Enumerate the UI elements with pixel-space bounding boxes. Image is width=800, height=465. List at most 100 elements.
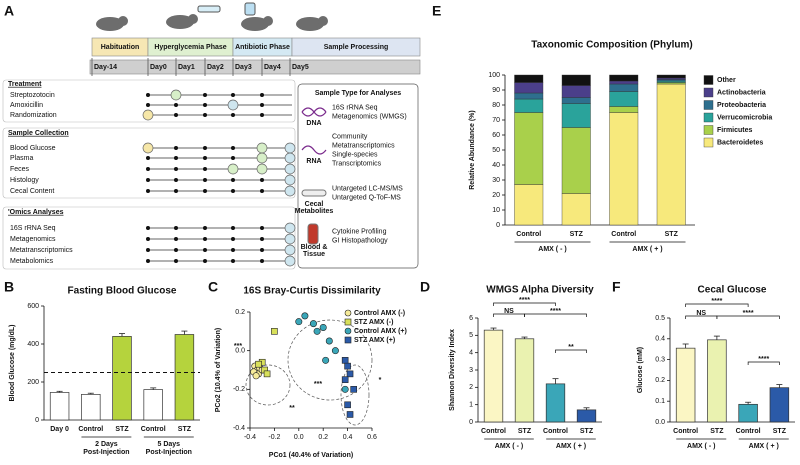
point [344, 362, 351, 370]
icon-label: Metabolites [295, 208, 334, 215]
point [325, 337, 333, 345]
timepoint-dot [174, 113, 178, 117]
y-tick-label: 0.3 [655, 356, 665, 363]
timepoint-dot [231, 113, 235, 117]
bar-segment [514, 92, 544, 100]
timepoint-dot [203, 259, 207, 263]
bar [707, 339, 727, 423]
timepoint-dot [260, 113, 264, 117]
bar [174, 334, 195, 421]
bar-segment [561, 193, 591, 226]
icon-label: RNA [306, 158, 321, 165]
timepoint-dot [146, 237, 150, 241]
timepoint-dot [174, 167, 178, 171]
dna-icon [301, 107, 327, 117]
bar-segment [609, 74, 639, 82]
chart-title: Cecal Glucose [698, 285, 767, 296]
x-tick-label: STZ [665, 231, 679, 238]
x-tick-label: Control [736, 428, 761, 435]
legend-marker [344, 327, 352, 335]
timepoint-dot [146, 248, 150, 252]
annotation: ** [289, 405, 295, 412]
day-label: Day2 [207, 64, 224, 71]
significance-label: **** [519, 297, 530, 304]
point [350, 386, 358, 393]
row-label: Histology [10, 177, 39, 184]
x-tick-label: STZ [570, 231, 584, 238]
x-tick-label: STZ [178, 426, 192, 433]
significance-label: NS [696, 310, 706, 317]
bar [545, 383, 566, 423]
point [301, 312, 309, 320]
point [309, 320, 317, 328]
cluster-ring [287, 319, 373, 401]
sample-line: Single-species [332, 151, 378, 158]
panel-label: A [4, 3, 14, 19]
row-label: Amoxicillin [10, 102, 43, 109]
bar-segment [609, 91, 639, 107]
x-tick-label: STZ [710, 428, 724, 435]
x-tick-label: Control [78, 426, 103, 433]
timepoint-dot [203, 93, 207, 97]
bar-segment [656, 80, 686, 83]
icon-label: Cecal [305, 201, 324, 208]
group-label: AMX ( + ) [632, 246, 662, 253]
bar-segment [656, 83, 686, 226]
cluster-ring [340, 364, 370, 426]
mouse-head [318, 16, 328, 26]
sample-line: Community [332, 133, 368, 140]
phase-label: Sample Processing [324, 44, 389, 51]
bar-segment [514, 112, 544, 185]
x-tick-label: Control [673, 428, 698, 435]
row-label: Streptozotocin [10, 92, 55, 99]
timepoint-ring [284, 255, 296, 267]
timepoint-dot [260, 226, 264, 230]
y-tick-label: 0.0 [655, 419, 665, 426]
group-label: AMX ( + ) [749, 443, 779, 450]
timepoint-ring [284, 185, 296, 197]
legend-label: STZ AMX (+) [354, 337, 395, 344]
timepoint-dot [174, 189, 178, 193]
section-box [2, 79, 296, 123]
y-tick-label: 0.2 [655, 377, 665, 384]
phase-box [291, 37, 421, 57]
legend-label: Control AMX (-) [354, 310, 405, 317]
day-bar [89, 59, 421, 75]
section-title: 'Omics Analyses [8, 209, 64, 216]
legend-swatch [703, 112, 714, 123]
timepoint-dot [203, 156, 207, 160]
legend-label: STZ AMX (-) [354, 319, 393, 326]
mouse-head [188, 14, 198, 24]
timepoint-dot [231, 237, 235, 241]
bar-segment [609, 112, 639, 226]
y-tick-label: 1 [469, 402, 473, 409]
timepoint-dot [203, 237, 207, 241]
timepoint-ring [284, 163, 296, 175]
sample-box [297, 83, 419, 269]
group-label: AMX ( - ) [687, 443, 715, 450]
row-label: Randomization [10, 112, 57, 119]
legend-swatch [703, 75, 714, 85]
bar-segment [514, 184, 544, 226]
bar [81, 394, 101, 421]
annotation: *** [314, 381, 322, 388]
timepoint-ring [256, 163, 268, 175]
sample-line: GI Histopathology [332, 237, 388, 244]
timepoint-dot [260, 103, 264, 107]
timepoint-ring [284, 233, 296, 245]
timepoint-dot [203, 146, 207, 150]
day-label: Day5 [292, 64, 309, 71]
x-axis-label: PCo1 (40.4% of Variation) [269, 452, 353, 459]
bar [576, 409, 597, 423]
bar [49, 392, 70, 421]
timepoint-dot [146, 103, 150, 107]
timepoint-dot [174, 248, 178, 252]
timepoint-dot [231, 146, 235, 150]
mouse-head [118, 16, 128, 26]
timepoint-dot [174, 178, 178, 182]
mouse-head [263, 16, 273, 26]
timepoint-dot [203, 248, 207, 252]
legend-marker [344, 309, 352, 317]
point [341, 357, 349, 364]
bar-segment [561, 127, 591, 194]
